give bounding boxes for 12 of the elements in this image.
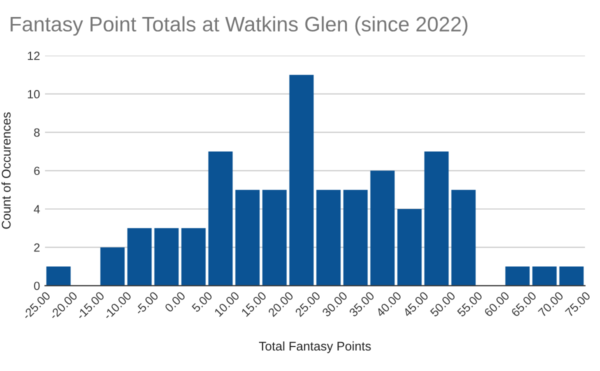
y-tick-label: 10 [28,90,40,98]
y-tick-label: 2 [34,243,40,252]
y-tick-label: 8 [34,128,40,137]
x-axis-title: Total Fantasy Points [259,341,371,354]
y-tick-label: 4 [34,205,40,214]
x-tick-label: 0.00 [164,291,186,313]
y-tick-label: 12 [28,52,40,60]
chart-title: Fantasy Point Totals at Watkins Glen (since 2022) [10,16,468,36]
x-tick-label: 5.00 [191,291,213,313]
y-tick-label: 0 [34,282,40,290]
y-tick-label: 6 [34,166,40,176]
y-axis-title: Count of Occurences [1,112,11,229]
